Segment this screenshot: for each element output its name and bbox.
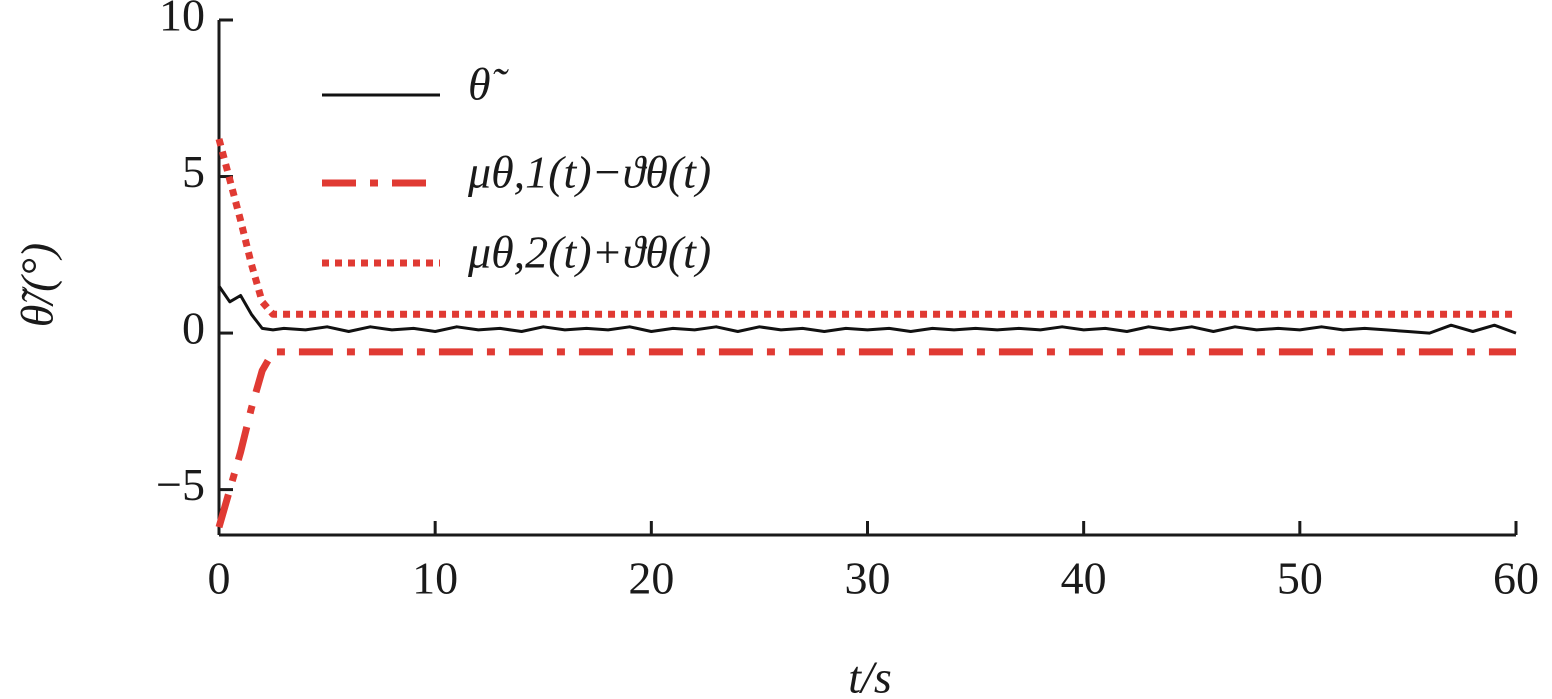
- x-tick-label: 0: [208, 553, 231, 604]
- series-line: [215, 138, 1516, 318]
- y-tick-label: 0: [182, 303, 205, 354]
- y-tick-label: −5: [156, 459, 205, 510]
- x-tick-label: 40: [1061, 553, 1107, 604]
- x-axis-label: t/s: [848, 652, 891, 699]
- y-tick-label: 5: [182, 146, 205, 197]
- legend-label: μθ,2(t)+ϑθ(t): [467, 227, 711, 278]
- x-tick-label: 30: [845, 553, 891, 604]
- x-tick-label: 50: [1277, 553, 1323, 604]
- y-tick-label: 10: [159, 0, 205, 41]
- series-line: [215, 348, 1516, 529]
- x-tick-label: 60: [1493, 553, 1539, 604]
- x-tick-label: 10: [412, 553, 458, 604]
- y-axis-label: θ̃/(°): [12, 243, 63, 327]
- x-tick-label: 20: [628, 553, 674, 604]
- legend-label: μθ,1(t)−ϑθ(t): [467, 147, 711, 198]
- legend-label: θ̃: [468, 59, 510, 110]
- series-line: [217, 285, 1517, 335]
